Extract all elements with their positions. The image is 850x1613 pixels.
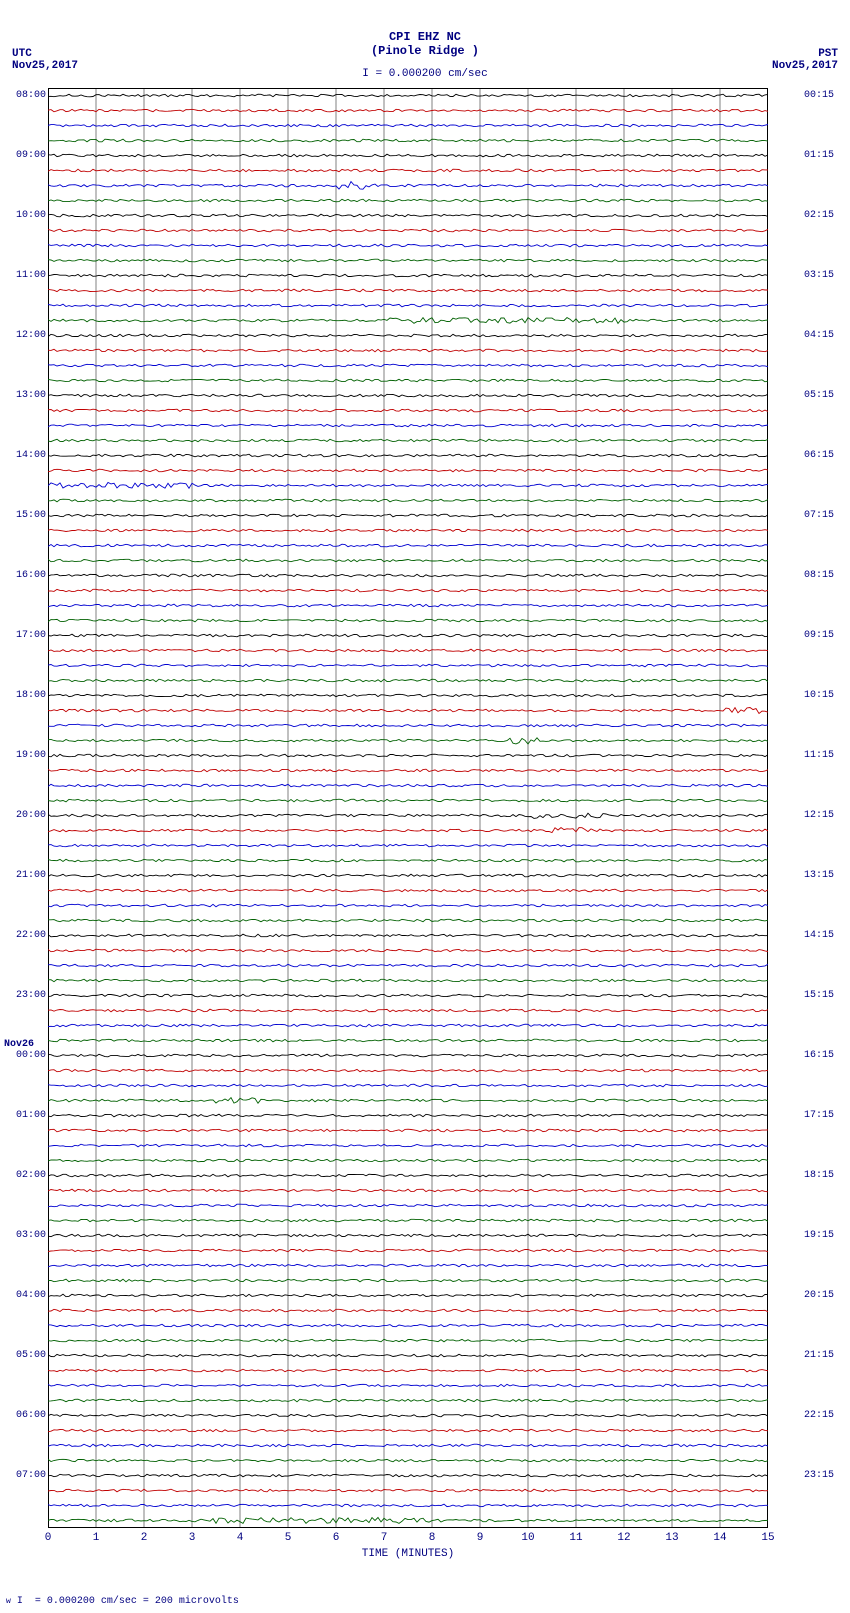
pst-time-label: 08:15: [804, 570, 838, 581]
pst-time-label: 18:15: [804, 1170, 838, 1181]
pst-time-label: 16:15: [804, 1050, 838, 1061]
pst-time-label: 20:15: [804, 1290, 838, 1301]
scale-glyph: I: [362, 68, 369, 80]
x-tick-label: 6: [333, 1532, 340, 1544]
pst-time-label: 05:15: [804, 390, 838, 401]
utc-time-label: 21:00: [12, 870, 46, 881]
pst-time-label: 06:15: [804, 450, 838, 461]
pst-time-label: 01:15: [804, 150, 838, 161]
x-tick-label: 11: [569, 1532, 582, 1544]
utc-time-label: 08:00: [12, 90, 46, 101]
pst-time-label: 10:15: [804, 690, 838, 701]
pst-time-label: 17:15: [804, 1110, 838, 1121]
x-tick-label: 10: [521, 1532, 534, 1544]
pst-time-label: 02:15: [804, 210, 838, 221]
utc-time-label: 09:00: [12, 150, 46, 161]
utc-time-label: 04:00: [12, 1290, 46, 1301]
pst-time-label: 07:15: [804, 510, 838, 521]
x-tick-label: 8: [429, 1532, 436, 1544]
utc-time-label: 00:00: [12, 1050, 46, 1061]
utc-time-label: 14:00: [12, 450, 46, 461]
utc-time-label: 23:00: [12, 990, 46, 1001]
x-axis-label: TIME (MINUTES): [48, 1548, 768, 1560]
utc-date: Nov25,2017: [12, 60, 78, 72]
x-tick-label: 2: [141, 1532, 148, 1544]
footer-scale: w I = 0.000200 cm/sec = 200 microvolts: [6, 1596, 239, 1607]
x-tick-label: 0: [45, 1532, 52, 1544]
x-tick-label: 13: [665, 1532, 678, 1544]
station-code: CPI EHZ NC: [0, 30, 850, 44]
utc-time-label: 20:00: [12, 810, 46, 821]
footer-prefix: w: [6, 1597, 11, 1606]
x-tick-label: 5: [285, 1532, 292, 1544]
utc-time-label: 19:00: [12, 750, 46, 761]
chart-header: CPI EHZ NC (Pinole Ridge ): [0, 30, 850, 58]
pst-label: PST: [818, 48, 838, 60]
utc-time-label: 15:00: [12, 510, 46, 521]
pst-date: Nov25,2017: [772, 60, 838, 72]
pst-time-label: 14:15: [804, 930, 838, 941]
utc-time-label: 02:00: [12, 1170, 46, 1181]
footer-glyph: I: [17, 1596, 23, 1607]
x-tick-label: 15: [761, 1532, 774, 1544]
pst-time-label: 03:15: [804, 270, 838, 281]
x-tick-label: 12: [617, 1532, 630, 1544]
utc-time-label: 18:00: [12, 690, 46, 701]
pst-time-label: 23:15: [804, 1470, 838, 1481]
utc-time-label: 12:00: [12, 330, 46, 341]
seismogram-plot: [48, 88, 768, 1528]
utc-time-label: 16:00: [12, 570, 46, 581]
seismogram-container: CPI EHZ NC (Pinole Ridge ) I = 0.000200 …: [0, 0, 850, 1613]
x-tick-label: 14: [713, 1532, 726, 1544]
utc-time-label: 06:00: [12, 1410, 46, 1421]
seismogram-svg: [48, 88, 768, 1528]
x-tick-label: 1: [93, 1532, 100, 1544]
pst-time-label: 19:15: [804, 1230, 838, 1241]
pst-time-label: 04:15: [804, 330, 838, 341]
utc-time-label: 22:00: [12, 930, 46, 941]
x-tick-label: 3: [189, 1532, 196, 1544]
station-location: (Pinole Ridge ): [0, 44, 850, 58]
utc-label: UTC: [12, 48, 32, 60]
utc-time-label: 11:00: [12, 270, 46, 281]
footer-text: = 0.000200 cm/sec = 200 microvolts: [35, 1596, 239, 1607]
pst-time-label: 22:15: [804, 1410, 838, 1421]
x-tick-label: 7: [381, 1532, 388, 1544]
x-axis: 0123456789101112131415 TIME (MINUTES): [48, 1528, 768, 1568]
utc-time-label: 13:00: [12, 390, 46, 401]
utc-time-label: 17:00: [12, 630, 46, 641]
utc-time-label: 10:00: [12, 210, 46, 221]
utc-time-label: 05:00: [12, 1350, 46, 1361]
pst-time-label: 15:15: [804, 990, 838, 1001]
pst-time-label: 12:15: [804, 810, 838, 821]
x-tick-label: 9: [477, 1532, 484, 1544]
utc-time-label: 03:00: [12, 1230, 46, 1241]
pst-time-label: 11:15: [804, 750, 838, 761]
utc-time-label: 07:00: [12, 1470, 46, 1481]
scale-text: = 0.000200 cm/sec: [376, 68, 488, 80]
pst-time-label: 13:15: [804, 870, 838, 881]
x-tick-label: 4: [237, 1532, 244, 1544]
pst-time-label: 21:15: [804, 1350, 838, 1361]
pst-time-label: 09:15: [804, 630, 838, 641]
pst-time-label: 00:15: [804, 90, 838, 101]
scale-label: I = 0.000200 cm/sec: [0, 68, 850, 80]
utc-date-change: Nov26: [4, 1039, 34, 1050]
utc-time-label: 01:00: [12, 1110, 46, 1121]
